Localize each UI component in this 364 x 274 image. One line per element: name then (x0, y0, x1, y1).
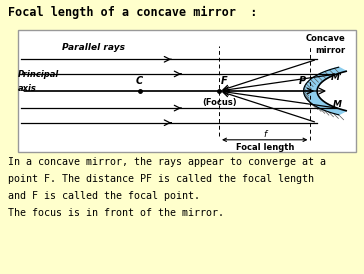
Text: Concave: Concave (306, 34, 346, 43)
Text: and F is called the focal point.: and F is called the focal point. (8, 191, 200, 201)
Text: f: f (263, 130, 266, 139)
Polygon shape (304, 67, 346, 115)
Text: Parallel rays: Parallel rays (62, 43, 125, 52)
Text: (Focus): (Focus) (202, 98, 237, 107)
Bar (18, 30, 356, 152)
Text: In a concave mirror, the rays appear to converge at a: In a concave mirror, the rays appear to … (8, 157, 326, 167)
Text: Focal length of a concave mirror  :: Focal length of a concave mirror : (8, 6, 257, 19)
Text: The focus is in front of the mirror.: The focus is in front of the mirror. (8, 208, 224, 218)
Text: Principal: Principal (18, 70, 59, 79)
Text: M: M (333, 100, 342, 109)
Text: Focal length: Focal length (236, 143, 294, 152)
Text: P: P (299, 76, 306, 86)
Text: C: C (136, 76, 143, 86)
Text: point F. The distance PF is called the focal length: point F. The distance PF is called the f… (8, 174, 314, 184)
Text: F: F (221, 76, 228, 86)
Text: mirror: mirror (316, 46, 346, 55)
Text: M': M' (331, 73, 342, 82)
Text: axis: axis (18, 84, 37, 93)
